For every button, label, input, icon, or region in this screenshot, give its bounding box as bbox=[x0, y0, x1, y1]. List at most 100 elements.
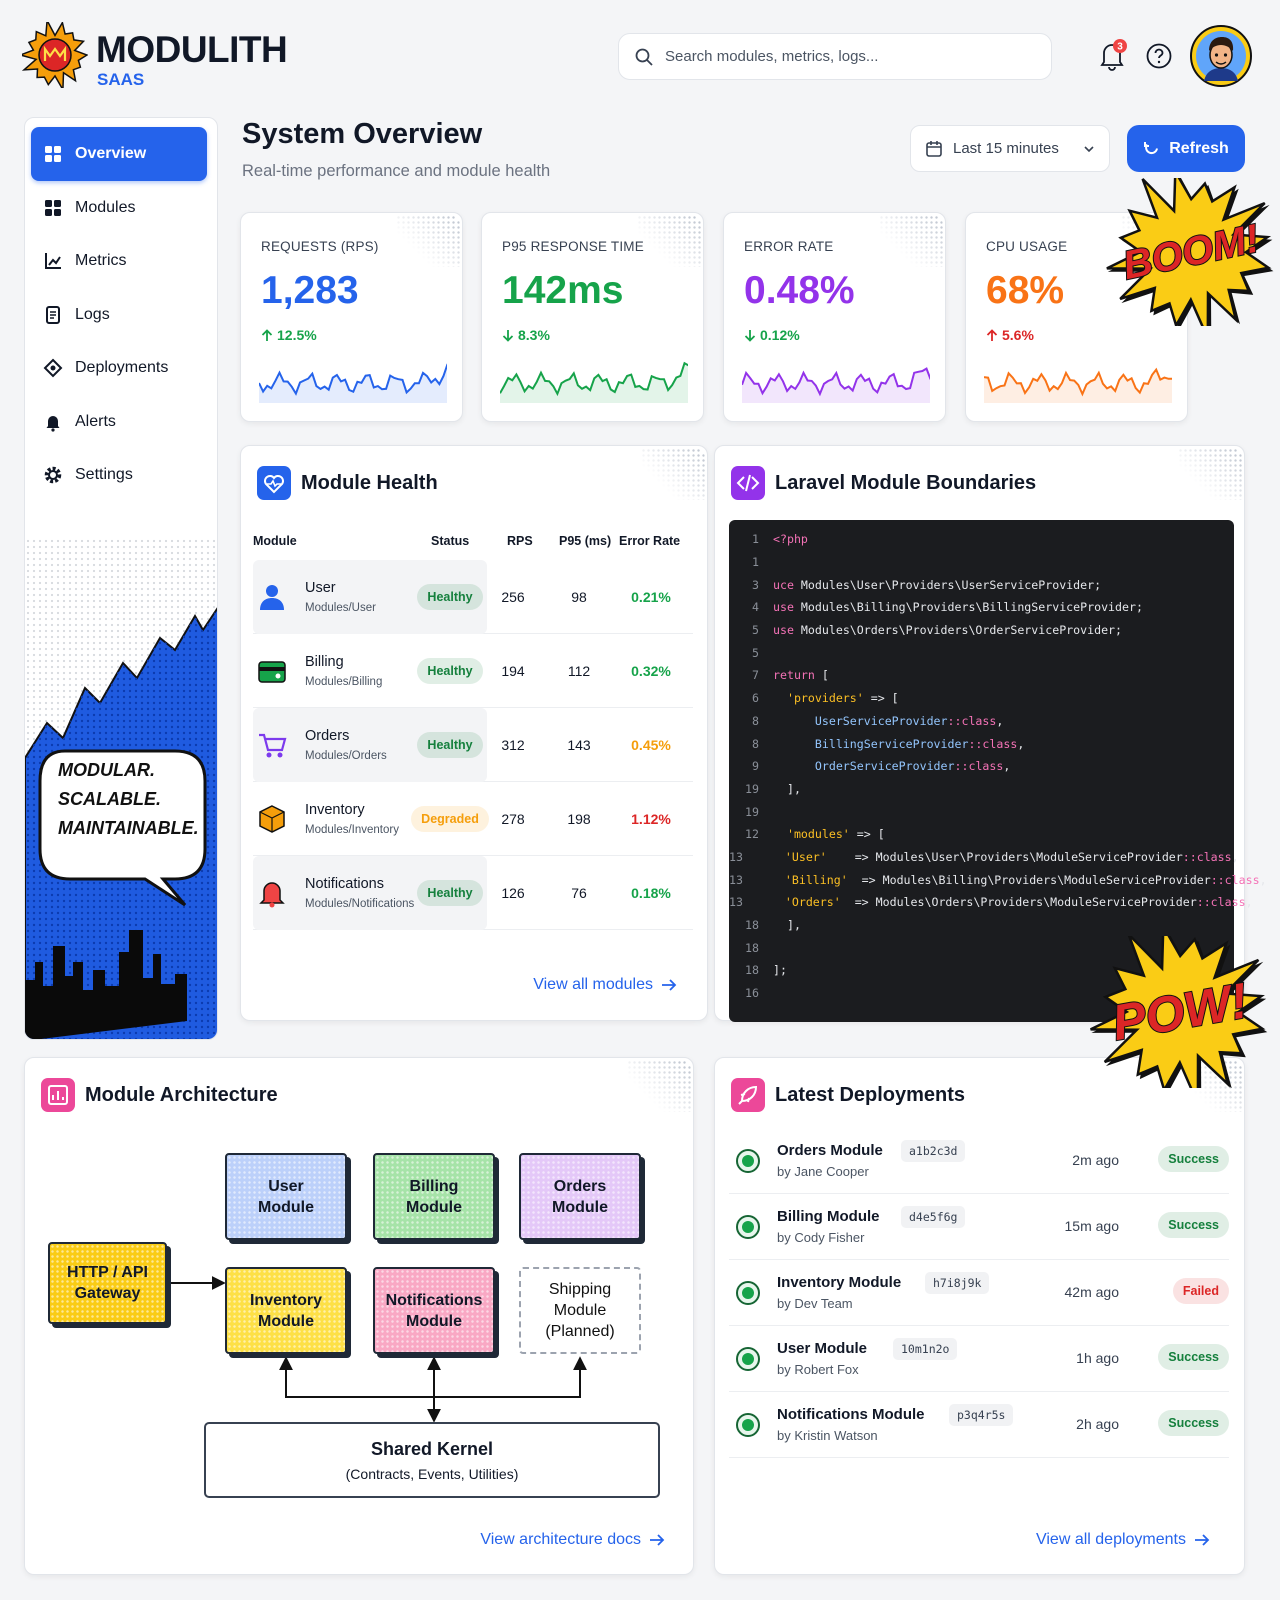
table-row: Notifications Modules/Notifications Health… bbox=[253, 856, 693, 930]
code-text: BillingServiceProvider::class, bbox=[814, 736, 1025, 751]
logo-mark bbox=[43, 45, 67, 61]
arrow bbox=[662, 979, 677, 991]
line-number: 4 bbox=[752, 600, 759, 615]
metric-change: 8.3% bbox=[502, 327, 550, 343]
calendar-lines bbox=[927, 140, 941, 148]
code-line: 18 ], bbox=[729, 914, 1234, 937]
bell-clapper bbox=[1108, 66, 1116, 71]
refresh-label: Refresh bbox=[1169, 139, 1229, 157]
p95-cell: 76 bbox=[571, 885, 587, 901]
status-cell: Healthy bbox=[415, 708, 485, 782]
architecture-docs-link[interactable]: View architecture docs bbox=[480, 1531, 665, 1549]
metric-card: P95 RESPONSE TIME 142ms 8.3% bbox=[481, 212, 704, 422]
nav-icon-part bbox=[50, 310, 56, 319]
deployment-icon bbox=[736, 1347, 760, 1371]
code-line: 18]; bbox=[729, 959, 1234, 982]
code-line: 5 bbox=[729, 641, 1234, 664]
sparkline-area bbox=[742, 368, 930, 403]
sidebar: Overview Modules Metrics Logs Deployments Ale… bbox=[24, 117, 218, 1040]
icon-core bbox=[742, 1287, 754, 1299]
icon-core bbox=[742, 1353, 754, 1365]
line-number: 13 bbox=[729, 895, 743, 910]
deployment-row: Notifications Module by Kristin Watson p3q… bbox=[729, 1392, 1229, 1458]
code-token: return bbox=[773, 668, 815, 683]
calendar-icon bbox=[926, 140, 942, 157]
module-box: Orders Module bbox=[519, 1153, 641, 1240]
code-text: uce Modules\User\Providers\UserServicePr… bbox=[773, 577, 1102, 592]
search-box[interactable]: Search modules, metrics, logs... bbox=[618, 33, 1052, 80]
nav-item[interactable]: Alerts bbox=[31, 395, 207, 449]
nav-icon-part bbox=[45, 253, 61, 269]
nav-item[interactable]: Modules bbox=[31, 181, 207, 235]
code-line: 13 'Orders' => Modules\Orders\Providers\… bbox=[729, 891, 1253, 914]
user-avatar[interactable] bbox=[1190, 25, 1252, 87]
gateway-box: HTTP / API Gateway bbox=[48, 1242, 167, 1324]
help-button[interactable] bbox=[1146, 43, 1172, 69]
sparkline bbox=[259, 363, 447, 403]
deployment-time: 15m ago bbox=[1064, 1218, 1119, 1234]
nav-list: Overview Modules Metrics Logs Deployments Ale… bbox=[25, 127, 217, 507]
deployment-status: Success bbox=[1158, 1344, 1229, 1370]
module-box: Billing Module bbox=[373, 1153, 495, 1240]
refresh-button[interactable]: Refresh bbox=[1127, 125, 1245, 172]
module-icon-part bbox=[259, 882, 285, 904]
speech-line: SCALABLE. bbox=[58, 789, 161, 809]
deployments-card: Latest Deployments View all deployments … bbox=[714, 1057, 1245, 1575]
nav-label: Logs bbox=[75, 305, 110, 323]
time-range-select[interactable]: Last 15 minutes bbox=[910, 125, 1110, 172]
nav-icon bbox=[46, 415, 60, 432]
code-text: ]; bbox=[773, 963, 787, 978]
view-modules-link[interactable]: View all modules bbox=[533, 976, 677, 994]
code-token: UserServiceProvider bbox=[814, 713, 948, 728]
code-text: 'modules' => [ bbox=[786, 827, 885, 842]
notifications-button[interactable]: 3 bbox=[1096, 38, 1128, 72]
module-box-label: User Module bbox=[258, 1177, 314, 1216]
sticker-burst bbox=[1090, 936, 1266, 1088]
view-deployments-link[interactable]: View all deployments bbox=[1036, 1531, 1210, 1549]
code-line: 6 'providers' => [ bbox=[729, 687, 1234, 710]
code-token: 'User' bbox=[784, 849, 827, 864]
line-number: 7 bbox=[752, 668, 759, 683]
nav-item[interactable]: Logs bbox=[31, 288, 207, 342]
nav-item[interactable]: Settings bbox=[31, 448, 207, 502]
line-number: 13 bbox=[729, 849, 743, 864]
error-rate-cell: 0.21% bbox=[631, 589, 671, 605]
nav-item[interactable]: Deployments bbox=[31, 341, 207, 395]
brand: MODULITH bbox=[96, 29, 288, 70]
line-number: 18 bbox=[745, 963, 759, 978]
search-icon-handle bbox=[646, 58, 653, 66]
refresh-head bbox=[1144, 142, 1150, 147]
nav-icon-part bbox=[51, 427, 55, 432]
code-line: 1 bbox=[729, 551, 1234, 574]
icon-core bbox=[742, 1419, 754, 1431]
module-name: Billing bbox=[305, 654, 344, 670]
nav-item[interactable]: Metrics bbox=[31, 234, 207, 288]
code-line: 7 return [ bbox=[729, 664, 1234, 687]
help-mark bbox=[1154, 48, 1164, 59]
line-number: 1 bbox=[752, 532, 759, 547]
change-text: 5.6% bbox=[1002, 327, 1034, 343]
city-skyline bbox=[25, 930, 187, 1039]
kernel-note: (Contracts, Events, Utilities) bbox=[345, 1465, 519, 1482]
metric-label: ERROR RATE bbox=[744, 239, 834, 254]
deployment-author: by Dev Team bbox=[777, 1296, 853, 1311]
link-text: View all deployments bbox=[1035, 1531, 1186, 1548]
arch-bars bbox=[52, 1091, 64, 1100]
nav-item[interactable]: Overview bbox=[31, 127, 207, 181]
logo bbox=[22, 22, 88, 88]
deployment-status: Success bbox=[1158, 1410, 1229, 1436]
deployment-icon bbox=[736, 1215, 760, 1239]
deployment-name: Orders Module bbox=[777, 1142, 883, 1159]
sidebar-comic: MODULAR. SCALABLE. MAINTAINABLE. bbox=[25, 538, 217, 1039]
deployment-icon bbox=[736, 1281, 760, 1305]
deployment-time: 42m ago bbox=[1064, 1284, 1119, 1300]
code-text: 'Billing' => Modules\Billing\Providers\M… bbox=[784, 872, 1267, 887]
avatar-shirt bbox=[1204, 68, 1238, 81]
module-icon-part bbox=[275, 673, 281, 679]
metric-value: 68% bbox=[986, 269, 1065, 312]
card-title: Laravel Module Boundaries bbox=[775, 472, 1037, 494]
commit-hash: h7i8j9k bbox=[925, 1272, 990, 1294]
status-cell: Degraded bbox=[411, 782, 489, 856]
speech-line: MAINTAINABLE. bbox=[58, 818, 199, 838]
deployment-name: Notifications Module bbox=[777, 1406, 925, 1423]
